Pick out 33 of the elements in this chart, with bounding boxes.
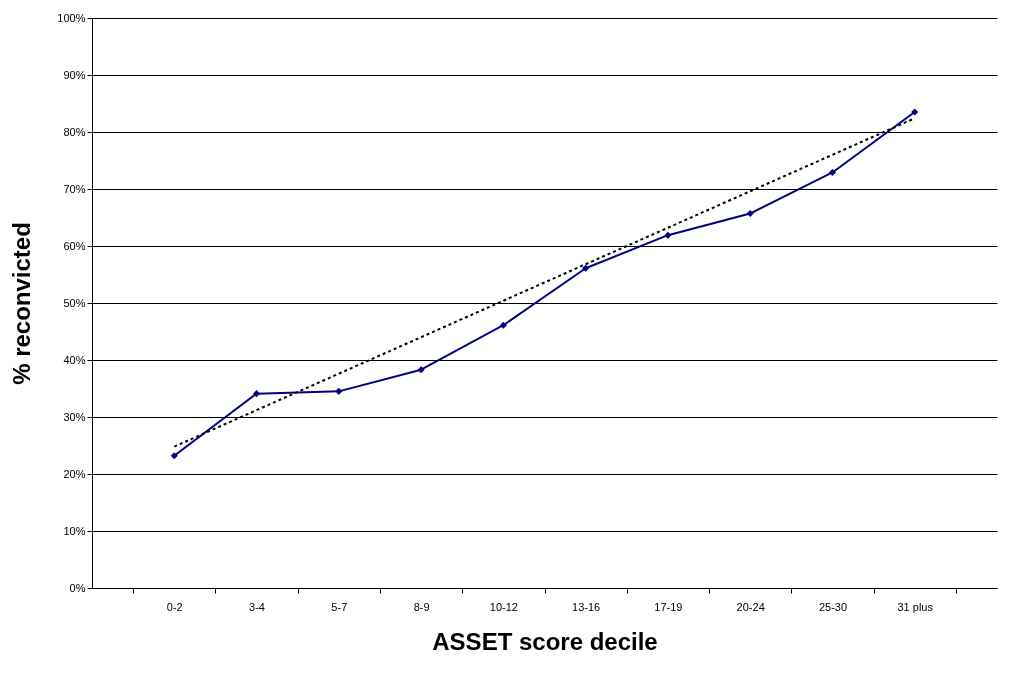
x-tick-label: 20-24: [736, 600, 765, 613]
point: [664, 231, 672, 239]
point: [335, 387, 343, 395]
x-tick-label: 8-9: [413, 600, 430, 613]
point: [417, 366, 425, 374]
point: [911, 108, 919, 116]
y-tick-label: 40%: [63, 353, 86, 366]
x-tick-label: 10-12: [489, 600, 518, 613]
point: [499, 321, 507, 329]
x-tick-label: 3-4: [249, 600, 265, 613]
point: [582, 264, 590, 272]
y-tick-label: 90%: [63, 68, 86, 81]
y-tick-label: 50%: [63, 296, 86, 309]
y-axis-title: % reconvicted: [8, 222, 36, 385]
y-tick-label: 100%: [57, 11, 86, 24]
y-tick-label: 80%: [63, 125, 86, 138]
x-tick-label: 25-30: [818, 600, 848, 613]
x-tick-label: 31 plus: [897, 600, 934, 613]
x-tick-label: 5-7: [331, 600, 348, 613]
point: [828, 168, 836, 177]
x-axis-title: ASSET score decile: [432, 627, 658, 655]
y-tick-label: 60%: [63, 239, 86, 252]
y-tick-label: 70%: [63, 182, 86, 195]
x-tick-label: 13-16: [572, 600, 601, 613]
x-tick-label: 0-2: [166, 600, 183, 613]
y-tick-label: 30%: [63, 410, 86, 423]
y-tick-label: 20%: [63, 467, 86, 480]
point: [746, 209, 754, 218]
x-tick-label: 17-19: [654, 600, 683, 613]
y-tick-label: 10%: [63, 524, 86, 537]
y-tick-label: 0%: [69, 581, 86, 594]
point: [170, 452, 178, 460]
point: [253, 390, 261, 398]
